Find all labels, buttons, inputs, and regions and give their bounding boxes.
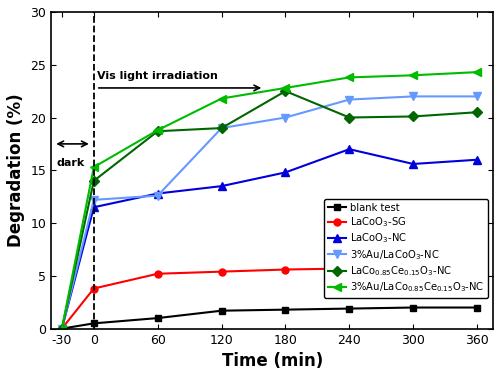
X-axis label: Time (min): Time (min) <box>222 352 323 370</box>
LaCoO$_3$-SG <box>59 326 65 331</box>
3%Au/LaCo$_{0.85}$Ce$_{0.15}$O$_3$-NC <box>218 96 224 101</box>
blank test <box>91 321 97 326</box>
blank test <box>218 308 224 313</box>
3%Au/LaCo$_{0.85}$Ce$_{0.15}$O$_3$-NC <box>59 326 65 331</box>
Line: LaCoO$_3$-NC: LaCoO$_3$-NC <box>58 145 482 333</box>
Line: LaCoO$_3$-SG: LaCoO$_3$-SG <box>58 253 480 332</box>
LaCoO$_3$-NC <box>410 162 416 166</box>
3%Au/LaCo$_{0.85}$Ce$_{0.15}$O$_3$-NC <box>410 73 416 78</box>
3%Au/LaCoO$_3$-NC <box>282 115 288 120</box>
3%Au/LaCoO$_3$-NC <box>410 94 416 99</box>
blank test <box>59 326 65 331</box>
LaCo$_{0.85}$Ce$_{0.15}$O$_3$-NC <box>346 115 352 120</box>
LaCoO$_3$-SG <box>346 266 352 271</box>
Y-axis label: Degradation (%): Degradation (%) <box>7 93 25 247</box>
3%Au/LaCoO$_3$-NC <box>59 326 65 331</box>
LaCoO$_3$-NC <box>218 184 224 188</box>
LaCo$_{0.85}$Ce$_{0.15}$O$_3$-NC <box>218 126 224 130</box>
blank test <box>474 305 480 310</box>
LaCoO$_3$-NC <box>91 205 97 210</box>
3%Au/LaCo$_{0.85}$Ce$_{0.15}$O$_3$-NC <box>346 75 352 80</box>
LaCo$_{0.85}$Ce$_{0.15}$O$_3$-NC <box>282 89 288 93</box>
3%Au/LaCo$_{0.85}$Ce$_{0.15}$O$_3$-NC <box>282 86 288 90</box>
LaCoO$_3$-SG <box>154 271 160 276</box>
LaCoO$_3$-NC <box>154 191 160 196</box>
Line: 3%Au/LaCo$_{0.85}$Ce$_{0.15}$O$_3$-NC: 3%Au/LaCo$_{0.85}$Ce$_{0.15}$O$_3$-NC <box>58 68 482 333</box>
3%Au/LaCoO$_3$-NC <box>218 126 224 130</box>
LaCo$_{0.85}$Ce$_{0.15}$O$_3$-NC <box>154 129 160 133</box>
Line: LaCo$_{0.85}$Ce$_{0.15}$O$_3$-NC: LaCo$_{0.85}$Ce$_{0.15}$O$_3$-NC <box>58 87 480 332</box>
LaCoO$_3$-SG <box>91 286 97 291</box>
3%Au/LaCo$_{0.85}$Ce$_{0.15}$O$_3$-NC <box>91 165 97 169</box>
LaCoO$_3$-NC <box>474 158 480 162</box>
LaCoO$_3$-SG <box>218 270 224 274</box>
LaCo$_{0.85}$Ce$_{0.15}$O$_3$-NC <box>59 326 65 331</box>
LaCo$_{0.85}$Ce$_{0.15}$O$_3$-NC <box>474 110 480 115</box>
LaCo$_{0.85}$Ce$_{0.15}$O$_3$-NC <box>410 114 416 119</box>
Text: dark: dark <box>56 158 85 168</box>
LaCoO$_3$-SG <box>474 254 480 259</box>
LaCoO$_3$-SG <box>410 259 416 264</box>
Line: 3%Au/LaCoO$_3$-NC: 3%Au/LaCoO$_3$-NC <box>58 92 482 333</box>
3%Au/LaCoO$_3$-NC <box>91 198 97 202</box>
3%Au/LaCo$_{0.85}$Ce$_{0.15}$O$_3$-NC <box>474 70 480 74</box>
LaCoO$_3$-NC <box>282 170 288 175</box>
blank test <box>410 305 416 310</box>
LaCoO$_3$-SG <box>282 267 288 272</box>
blank test <box>346 307 352 311</box>
LaCo$_{0.85}$Ce$_{0.15}$O$_3$-NC <box>91 179 97 183</box>
LaCoO$_3$-NC <box>59 326 65 331</box>
Text: Vis light irradiation: Vis light irradiation <box>97 70 218 81</box>
3%Au/LaCoO$_3$-NC <box>346 97 352 102</box>
Legend: blank test, LaCoO$_3$-SG, LaCoO$_3$-NC, 3%Au/LaCoO$_3$-NC, LaCo$_{0.85}$Ce$_{0.1: blank test, LaCoO$_3$-SG, LaCoO$_3$-NC, … <box>324 199 488 298</box>
blank test <box>154 316 160 320</box>
Line: blank test: blank test <box>58 304 480 332</box>
blank test <box>282 307 288 312</box>
3%Au/LaCoO$_3$-NC <box>474 94 480 99</box>
3%Au/LaCo$_{0.85}$Ce$_{0.15}$O$_3$-NC <box>154 128 160 132</box>
LaCoO$_3$-NC <box>346 147 352 152</box>
3%Au/LaCoO$_3$-NC <box>154 193 160 198</box>
